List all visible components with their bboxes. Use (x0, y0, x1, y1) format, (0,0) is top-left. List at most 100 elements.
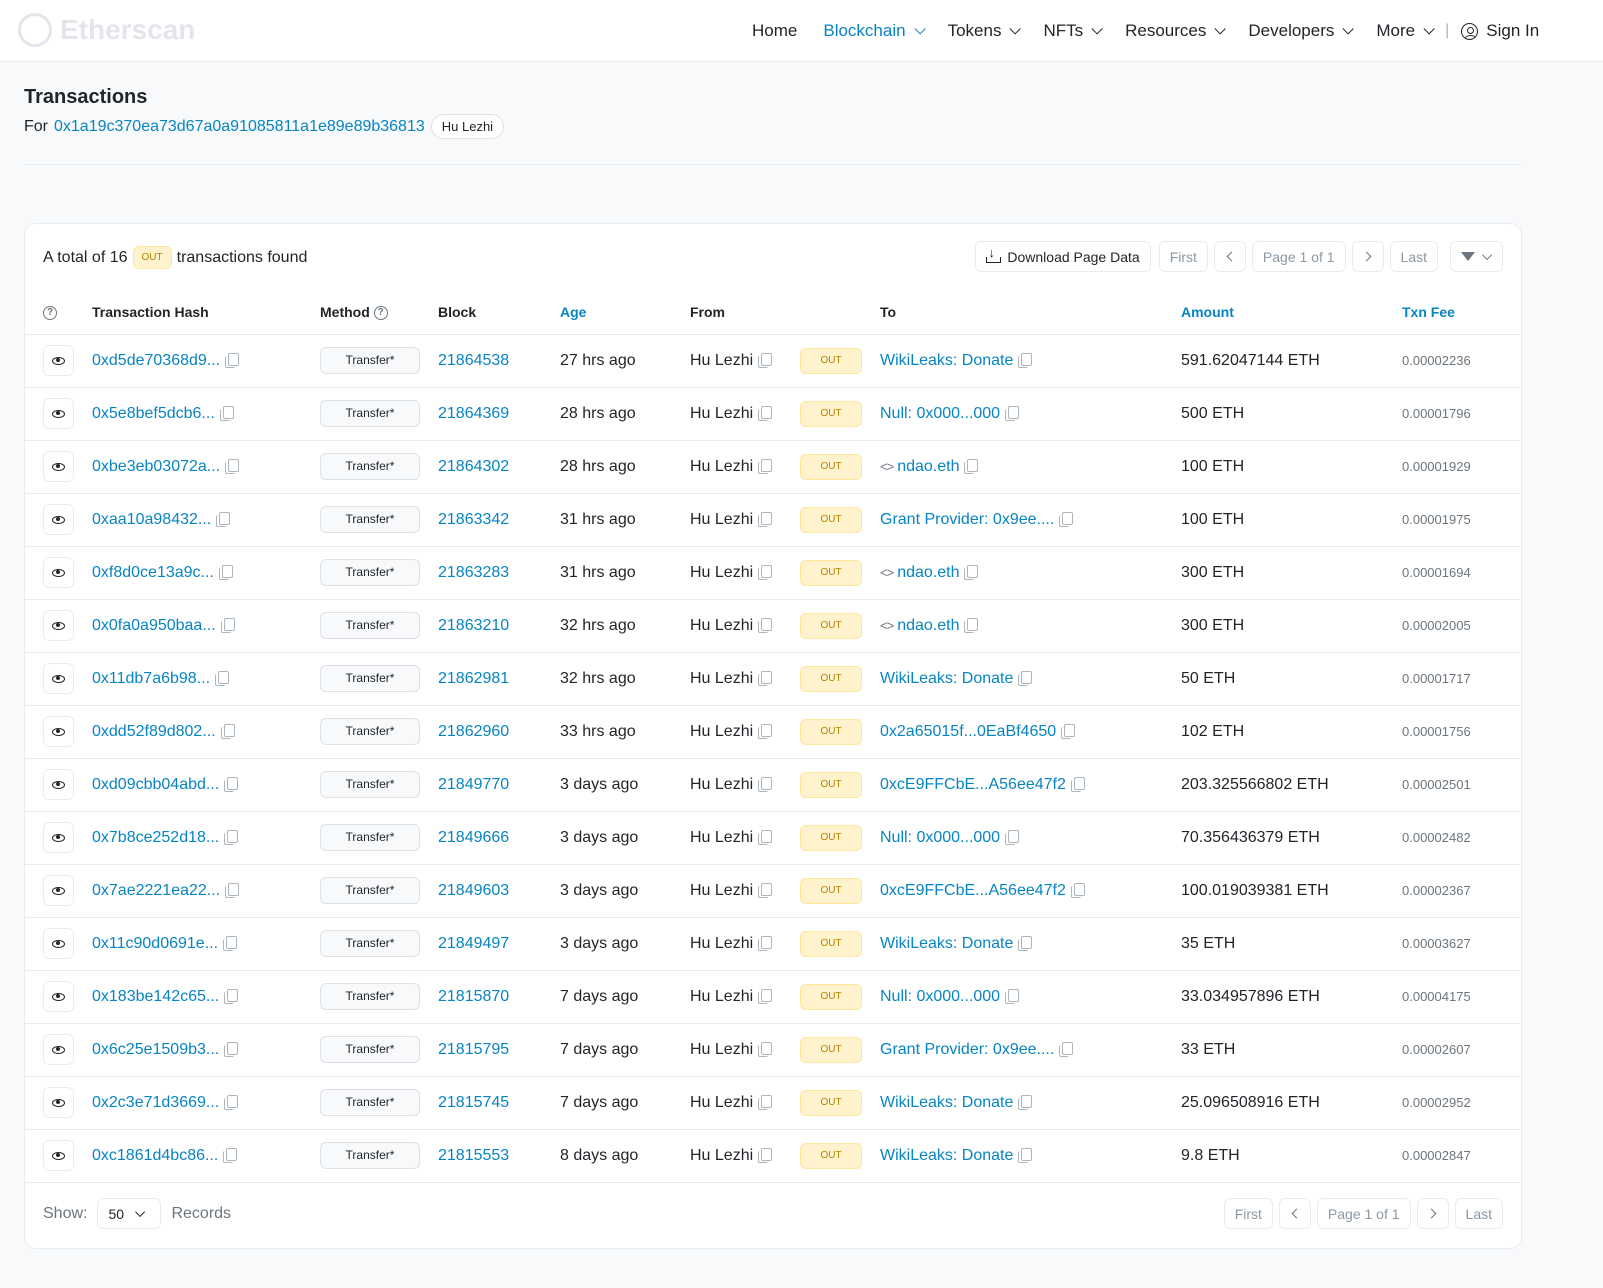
view-details-button[interactable] (43, 557, 74, 588)
copy-icon[interactable] (758, 776, 773, 792)
to-address-link[interactable]: ndao.eth (897, 616, 960, 634)
copy-icon[interactable] (223, 935, 238, 951)
block-link[interactable]: 21862960 (438, 722, 510, 740)
block-link[interactable]: 21863342 (438, 510, 510, 528)
block-link[interactable]: 21849770 (438, 775, 510, 793)
copy-icon[interactable] (216, 511, 231, 527)
block-link[interactable]: 21864538 (438, 351, 510, 369)
nav-blockchain[interactable]: Blockchain (823, 21, 926, 41)
to-address-link[interactable]: WikiLeaks: Donate (880, 1146, 1014, 1164)
view-details-button[interactable] (43, 875, 74, 906)
copy-icon[interactable] (758, 617, 773, 633)
copy-icon[interactable] (219, 405, 234, 421)
view-details-button[interactable] (43, 1140, 74, 1171)
tx-hash-link[interactable]: 0x7b8ce252d18... (92, 828, 220, 846)
view-details-button[interactable] (43, 398, 74, 429)
copy-icon[interactable] (964, 564, 979, 580)
block-link[interactable]: 21815745 (438, 1093, 510, 1111)
nav-nfts[interactable]: NFTs (1043, 21, 1103, 41)
last-page-button[interactable]: Last (1389, 241, 1438, 272)
to-address-link[interactable]: WikiLeaks: Donate (880, 351, 1014, 369)
block-link[interactable]: 21815553 (438, 1146, 510, 1164)
to-address-link[interactable]: WikiLeaks: Donate (880, 934, 1014, 952)
tx-hash-link[interactable]: 0x2c3e71d3669... (92, 1093, 220, 1111)
to-address-link[interactable]: Null: 0x000...000 (880, 987, 1001, 1005)
tx-hash-link[interactable]: 0x11db7a6b98... (92, 669, 211, 687)
copy-icon[interactable] (1005, 988, 1020, 1004)
to-address-link[interactable]: Null: 0x000...000 (880, 828, 1001, 846)
view-details-button[interactable] (43, 451, 74, 482)
to-address-link[interactable]: Null: 0x000...000 (880, 404, 1001, 422)
tx-hash-link[interactable]: 0xf8d0ce13a9c... (92, 563, 214, 581)
to-address-link[interactable]: Grant Provider: 0x9ee.... (880, 1040, 1055, 1058)
copy-icon[interactable] (220, 617, 235, 633)
copy-icon[interactable] (223, 1147, 238, 1163)
tx-hash-link[interactable]: 0xc1861d4bc86... (92, 1146, 219, 1164)
copy-icon[interactable] (758, 988, 773, 1004)
block-link[interactable]: 21849603 (438, 881, 510, 899)
to-address-link[interactable]: ndao.eth (897, 563, 960, 581)
copy-icon[interactable] (1018, 1094, 1033, 1110)
tx-hash-link[interactable]: 0x5e8bef5dcb6... (92, 404, 215, 422)
tx-hash-link[interactable]: 0x0fa0a950baa... (92, 616, 216, 634)
copy-icon[interactable] (1059, 511, 1074, 527)
copy-icon[interactable] (224, 988, 239, 1004)
copy-icon[interactable] (1018, 1147, 1033, 1163)
copy-icon[interactable] (964, 617, 979, 633)
copy-icon[interactable] (758, 1147, 773, 1163)
nav-developers[interactable]: Developers (1248, 21, 1355, 41)
copy-icon[interactable] (758, 1041, 773, 1057)
to-address-link[interactable]: WikiLeaks: Donate (880, 669, 1014, 687)
to-address-link[interactable]: ndao.eth (897, 457, 960, 475)
copy-icon[interactable] (225, 882, 240, 898)
nav-tokens[interactable]: Tokens (948, 21, 1022, 41)
view-details-button[interactable] (43, 1034, 74, 1065)
address-link[interactable]: 0x1a19c370ea73d67a0a91085811a1e89e89b368… (54, 117, 425, 135)
view-details-button[interactable] (43, 716, 74, 747)
view-details-button[interactable] (43, 610, 74, 641)
copy-icon[interactable] (1070, 882, 1085, 898)
copy-icon[interactable] (758, 882, 773, 898)
footer-prev-page-button[interactable] (1278, 1198, 1311, 1229)
copy-icon[interactable] (758, 458, 773, 474)
sign-in-link[interactable]: Sign In (1461, 21, 1539, 41)
copy-icon[interactable] (1061, 723, 1076, 739)
copy-icon[interactable] (215, 670, 230, 686)
block-link[interactable]: 21864369 (438, 404, 510, 422)
block-link[interactable]: 21849666 (438, 828, 510, 846)
column-header-amount[interactable]: Amount (1181, 290, 1402, 335)
tx-hash-link[interactable]: 0x7ae2221ea22... (92, 881, 221, 899)
next-page-button[interactable] (1351, 241, 1384, 272)
view-details-button[interactable] (43, 981, 74, 1012)
tx-hash-link[interactable]: 0x6c25e1509b3... (92, 1040, 220, 1058)
copy-icon[interactable] (758, 352, 773, 368)
nav-resources[interactable]: Resources (1125, 21, 1227, 41)
copy-icon[interactable] (225, 352, 240, 368)
copy-icon[interactable] (1018, 670, 1033, 686)
view-details-button[interactable] (43, 822, 74, 853)
to-address-link[interactable]: WikiLeaks: Donate (880, 1093, 1014, 1111)
help-icon[interactable]: ? (373, 305, 388, 320)
copy-icon[interactable] (224, 1041, 239, 1057)
footer-first-page-button[interactable]: First (1223, 1198, 1273, 1229)
help-icon[interactable]: ? (43, 305, 57, 320)
copy-icon[interactable] (758, 935, 773, 951)
view-details-button[interactable] (43, 663, 74, 694)
footer-next-page-button[interactable] (1416, 1198, 1449, 1229)
tx-hash-link[interactable]: 0xbe3eb03072a... (92, 457, 221, 475)
tx-hash-link[interactable]: 0x183be142c65... (92, 987, 220, 1005)
copy-icon[interactable] (1005, 405, 1020, 421)
copy-icon[interactable] (758, 670, 773, 686)
tx-hash-link[interactable]: 0xdd52f89d802... (92, 722, 216, 740)
copy-icon[interactable] (964, 458, 979, 474)
copy-icon[interactable] (224, 1094, 239, 1110)
copy-icon[interactable] (1070, 776, 1085, 792)
copy-icon[interactable] (1018, 352, 1033, 368)
view-details-button[interactable] (43, 504, 74, 535)
column-header-txn-fee[interactable]: Txn Fee (1402, 290, 1521, 335)
filter-button[interactable] (1450, 241, 1503, 272)
nav-more[interactable]: More (1376, 21, 1435, 41)
block-link[interactable]: 21849497 (438, 934, 510, 952)
copy-icon[interactable] (1005, 829, 1020, 845)
view-details-button[interactable] (43, 769, 74, 800)
